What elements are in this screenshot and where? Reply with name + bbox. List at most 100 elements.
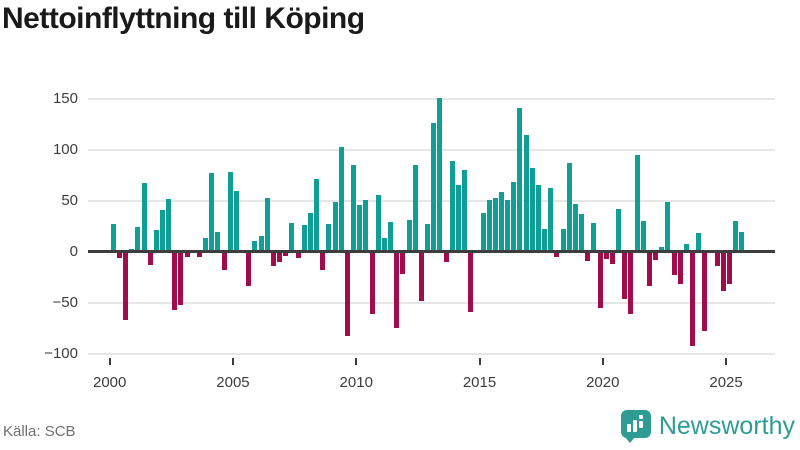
x-tick-2000 xyxy=(108,358,111,365)
bar-2001-q4 xyxy=(153,230,159,252)
x-tick-2025 xyxy=(725,358,728,365)
y-axis-label-150: 150 xyxy=(52,90,78,107)
bar-2020-q2 xyxy=(609,251,615,264)
bar-2013-q3 xyxy=(443,251,449,262)
bar-2010-q2 xyxy=(363,199,369,252)
bar-2006-q1 xyxy=(258,236,264,252)
chart-title: Nettoinflyttning till Köping xyxy=(2,2,365,35)
bar-2023-q2 xyxy=(683,243,689,252)
x-axis-label-2005: 2005 xyxy=(216,374,250,391)
bar-2007-q1 xyxy=(283,251,289,256)
zero-axis-line xyxy=(88,250,775,254)
bar-2016-q3 xyxy=(517,108,523,252)
bar-2015-q3 xyxy=(492,197,498,252)
x-axis-label-2010: 2010 xyxy=(339,374,373,391)
bar-2022-q2 xyxy=(659,246,665,252)
bar-2011-q3 xyxy=(394,251,400,329)
bar-2000-q3 xyxy=(123,251,129,320)
bar-2001-q3 xyxy=(147,251,153,265)
bar-2015-q4 xyxy=(499,191,504,252)
bar-2017-q2 xyxy=(535,184,541,252)
bar-2018-q1 xyxy=(554,251,560,257)
brand-logo: Newsworthy xyxy=(620,410,795,443)
bar-2020-q4 xyxy=(622,251,628,299)
bar-2009-q4 xyxy=(351,165,357,252)
bar-2005-q3 xyxy=(246,251,252,287)
bar-2023-q1 xyxy=(677,251,683,285)
bar-2016-q2 xyxy=(511,182,517,252)
bar-2016-q1 xyxy=(505,199,511,252)
bar-2004-q1 xyxy=(209,173,215,252)
bar-2000-q1 xyxy=(110,224,116,252)
bar-2022-q1 xyxy=(653,251,659,260)
bar-2000-q2 xyxy=(116,251,122,258)
bar-2011-q1 xyxy=(381,238,387,252)
gridline--50 xyxy=(88,301,775,304)
y-axis-label-0: 0 xyxy=(69,242,78,260)
bar-2004-q3 xyxy=(221,251,227,270)
bar-2003-q3 xyxy=(196,251,202,257)
bar-2010-q4 xyxy=(375,194,381,252)
bar-2007-q3 xyxy=(295,251,301,258)
bar-2009-q2 xyxy=(338,146,344,252)
bar-2024-q4 xyxy=(720,251,726,292)
source-label: Källa: SCB xyxy=(3,423,76,440)
bar-2005-q1 xyxy=(233,190,239,252)
bar-2002-q3 xyxy=(172,251,178,310)
bar-2015-q2 xyxy=(486,199,492,252)
brand-name: Newsworthy xyxy=(658,412,795,440)
bar-2014-q1 xyxy=(455,184,461,252)
bar-2006-q4 xyxy=(277,251,283,262)
bar-2017-q3 xyxy=(542,229,548,252)
bar-2020-q3 xyxy=(616,208,622,252)
bar-2023-q4 xyxy=(696,233,702,252)
bar-2004-q2 xyxy=(215,232,221,252)
bar-2024-q3 xyxy=(714,251,720,266)
bar-2021-q1 xyxy=(628,251,634,314)
bar-2012-q1 xyxy=(406,220,412,252)
bar-2013-q1 xyxy=(431,123,437,252)
bar-2001-q2 xyxy=(141,183,147,252)
bar-2002-q1 xyxy=(160,209,165,252)
bar-2007-q2 xyxy=(289,223,295,252)
bar-2010-q3 xyxy=(369,251,375,314)
x-tick-2020 xyxy=(601,358,604,365)
bar-2017-q1 xyxy=(529,168,535,252)
bar-2018-q3 xyxy=(566,163,572,252)
bar-2014-q3 xyxy=(468,251,474,312)
bar-2002-q4 xyxy=(178,251,184,305)
bar-2009-q3 xyxy=(344,251,350,337)
x-tick-2015 xyxy=(478,358,481,365)
bar-2013-q4 xyxy=(449,161,455,252)
bar-2019-q4 xyxy=(597,251,603,308)
bar-2018-q2 xyxy=(560,229,566,252)
x-tick-2010 xyxy=(355,358,358,365)
bar-2010-q1 xyxy=(357,204,363,252)
bar-2001-q1 xyxy=(135,227,141,252)
bar-2005-q4 xyxy=(252,240,258,252)
y-axis-label-50: 50 xyxy=(61,191,78,209)
bar-2003-q4 xyxy=(203,238,209,252)
bar-2012-q3 xyxy=(418,251,424,301)
y-axis-label-100: 100 xyxy=(52,140,78,158)
bar-2025-q2 xyxy=(733,221,739,252)
bar-2021-q4 xyxy=(646,251,652,287)
bar-2008-q2 xyxy=(314,179,320,252)
bar-2025-q1 xyxy=(727,251,733,285)
y-axis-label--100: −100 xyxy=(44,344,78,362)
x-tick-2005 xyxy=(231,358,234,365)
bar-2022-q4 xyxy=(671,251,677,276)
bar-2025-q3 xyxy=(739,232,745,252)
x-axis-label-2020: 2020 xyxy=(586,374,620,391)
bar-2019-q3 xyxy=(591,223,597,252)
bar-2015-q1 xyxy=(480,213,486,252)
bar-2004-q4 xyxy=(227,172,233,252)
x-axis-label-2025: 2025 xyxy=(709,374,743,391)
x-axis-label-2000: 2000 xyxy=(93,374,127,391)
bar-2019-q2 xyxy=(585,251,591,261)
bar-2014-q2 xyxy=(462,170,468,252)
bar-2019-q1 xyxy=(579,214,585,252)
bar-2009-q1 xyxy=(332,201,338,252)
gridline--100 xyxy=(88,352,775,355)
